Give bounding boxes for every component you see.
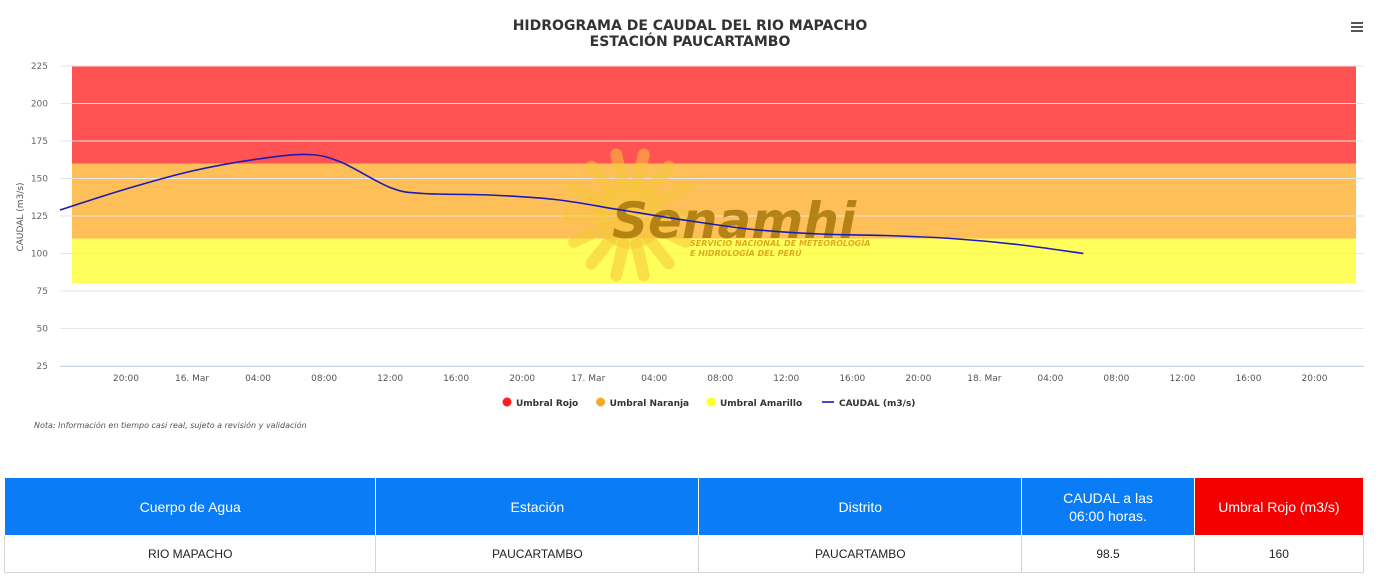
x-tick-label: 16:00 [1235, 374, 1261, 384]
x-tick-label: 12:00 [377, 374, 403, 384]
table-row: RIO MAPACHO PAUCARTAMBO PAUCARTAMBO 98.5… [3, 535, 1365, 573]
watermark-sun-ray [610, 148, 630, 192]
y-tick-label: 75 [37, 287, 48, 297]
legend-item-label: Umbral Rojo [516, 399, 578, 409]
header-caudal-label: CAUDAL a las 06:00 horas. [1063, 489, 1153, 524]
y-axis-label: CAUDAL (m3/s) [16, 182, 26, 251]
station-table: Cuerpo de Agua Estación Distrito CAUDAL … [3, 477, 1365, 573]
x-tick-label: 08:00 [707, 374, 733, 384]
x-tick-label: 16. Mar [175, 374, 209, 384]
band-umbral-amarillo [72, 238, 1356, 284]
chart-note: Nota: Información en tiempo casi real, s… [34, 420, 307, 430]
x-tick-label: 04:00 [1037, 374, 1063, 384]
x-tick-label: 18. Mar [967, 374, 1001, 384]
y-tick-label: 175 [31, 137, 48, 147]
hydrograph-chart: HIDROGRAMA DE CAUDAL DEL RIO MAPACHOESTA… [16, 18, 1364, 430]
x-tick-label: 20:00 [1302, 374, 1328, 384]
x-tick-label: 16:00 [443, 374, 469, 384]
cell-caudal: 98.5 [1021, 535, 1195, 573]
cell-umbral-rojo: 160 [1193, 535, 1365, 573]
watermark-sun-icon [596, 181, 664, 249]
y-tick-label: 200 [31, 100, 48, 110]
x-tick-label: 08:00 [1103, 374, 1129, 384]
y-tick-label: 150 [31, 175, 48, 185]
watermark-logo-text: Senamhi [612, 192, 857, 250]
header-estacion: Estación [375, 477, 700, 536]
header-distrito: Distrito [698, 477, 1023, 536]
y-tick-label: 50 [37, 325, 49, 335]
x-tick-label: 12:00 [773, 374, 799, 384]
legend-marker [596, 397, 606, 407]
watermark-sun-ray [651, 222, 692, 248]
legend-marker [706, 397, 716, 407]
watermark-sun-ray [585, 232, 618, 270]
header-caudal: CAUDAL a las 06:00 horas. [1021, 477, 1195, 536]
x-tick-label: 20:00 [509, 374, 535, 384]
x-tick-label: 04:00 [641, 374, 667, 384]
watermark-sun-ray [585, 160, 618, 198]
cell-distrito: PAUCARTAMBO [698, 535, 1023, 573]
x-tick-label: 17. Mar [571, 374, 605, 384]
legend-item-label: Umbral Amarillo [720, 399, 802, 409]
x-tick-label: 20:00 [905, 374, 931, 384]
watermark-sun-ray [642, 160, 675, 198]
legend-marker [502, 397, 512, 407]
hamburger-menu-icon[interactable] [1351, 22, 1363, 34]
watermark-sun-ray [630, 238, 650, 282]
y-tick-label: 100 [31, 250, 48, 260]
band-umbral-naranja [72, 163, 1356, 239]
y-tick-label: 25 [37, 362, 48, 372]
legend-item-label: CAUDAL (m3/s) [839, 399, 915, 409]
y-tick-label: 225 [31, 62, 48, 72]
watermark-sun-ray [642, 232, 675, 270]
watermark-subtitle-1: SERVICIO NACIONAL DE METEOROLOGÍA [690, 237, 870, 248]
header-cuerpo-de-agua: Cuerpo de Agua [3, 477, 377, 536]
header-umbral-rojo: Umbral Rojo (m3/s) [1193, 477, 1365, 536]
legend-item-label: Umbral Naranja [610, 399, 690, 409]
y-tick-label: 125 [31, 212, 48, 222]
cell-cuerpo-de-agua: RIO MAPACHO [3, 535, 377, 573]
watermark-sun-ray [568, 182, 609, 208]
watermark-sun-ray [651, 182, 692, 208]
band-umbral-rojo [72, 66, 1356, 164]
cell-estacion: PAUCARTAMBO [375, 535, 700, 573]
x-tick-label: 04:00 [245, 374, 271, 384]
watermark-sun-ray [630, 148, 650, 192]
table-header-row: Cuerpo de Agua Estación Distrito CAUDAL … [3, 477, 1365, 536]
watermark-sun-ray [568, 222, 609, 248]
watermark-sun-ray [610, 238, 630, 282]
x-tick-label: 08:00 [311, 374, 337, 384]
watermark-subtitle-2: E HIDROLOGÍA DEL PERÚ [690, 247, 802, 258]
chart-subtitle: ESTACIÓN PAUCARTAMBO [590, 32, 791, 50]
x-tick-label: 12:00 [1169, 374, 1195, 384]
series-line-caudal [59, 153, 1084, 255]
chart-title: HIDROGRAMA DE CAUDAL DEL RIO MAPACHO [513, 18, 868, 34]
x-tick-label: 16:00 [839, 374, 865, 384]
x-tick-label: 20:00 [113, 374, 139, 384]
